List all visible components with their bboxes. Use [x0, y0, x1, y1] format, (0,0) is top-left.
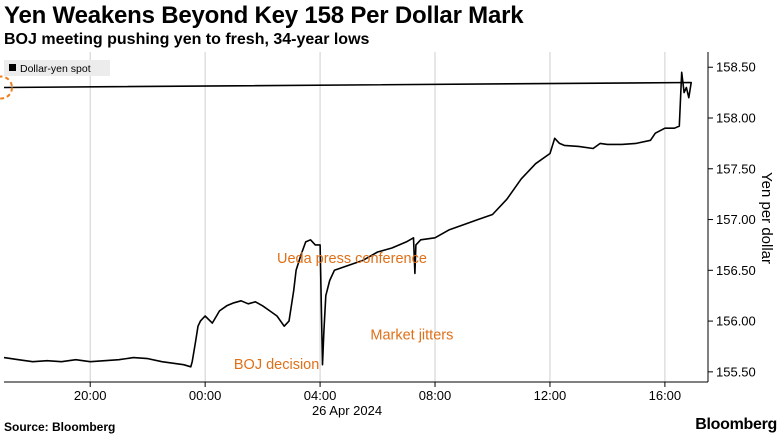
x-tick-label: 12:00: [534, 388, 567, 403]
y-tick-label: 158.00: [716, 111, 756, 126]
source-note: Source: Bloomberg: [4, 420, 116, 434]
y-tick-label: 157.00: [716, 212, 756, 227]
chart-subtitle: BOJ meeting pushing yen to fresh, 34-yea…: [4, 31, 370, 48]
gridlines: [89, 52, 666, 382]
x-axis-date-label: 26 Apr 2024: [312, 403, 382, 418]
y-tick-label: 155.50: [716, 364, 756, 379]
chart-title: Yen Weakens Beyond Key 158 Per Dollar Ma…: [4, 2, 524, 29]
axes: 20:00 00:00 04:00 08:00 12:00 16:00 155.50 156.…: [4, 52, 756, 403]
x-tick-label: 08:00: [419, 388, 452, 403]
legend-label: Dollar-yen spot: [20, 63, 91, 75]
annotation-label: Market jitters: [370, 327, 453, 343]
highlight-circle: [0, 75, 13, 100]
y-axis-label: Yen per dollar: [758, 172, 775, 264]
x-tick-label: 20:00: [74, 388, 107, 403]
series-line-dollar-yen-spot: [3, 71, 692, 368]
y-tick-label: 158.50: [716, 60, 756, 75]
annotation-label: BOJ decision: [234, 357, 319, 373]
annotations: Ueda press conference BOJ decision Market …: [0, 75, 453, 373]
series-layer: [3, 71, 692, 368]
y-tick-label: 156.00: [716, 314, 756, 329]
x-tick-label: 00:00: [189, 388, 222, 403]
annotation-label: Ueda press conference: [277, 251, 427, 267]
x-tick-label: 16:00: [649, 388, 682, 403]
x-tick-label: 04:00: [304, 388, 337, 403]
legend: Dollar-yen spot: [4, 60, 110, 76]
y-tick-label: 156.50: [716, 263, 756, 278]
legend-swatch: [9, 64, 16, 71]
brand-logo: Bloomberg: [695, 416, 777, 433]
legend-background: [4, 60, 110, 76]
y-tick-label: 157.50: [716, 161, 756, 176]
